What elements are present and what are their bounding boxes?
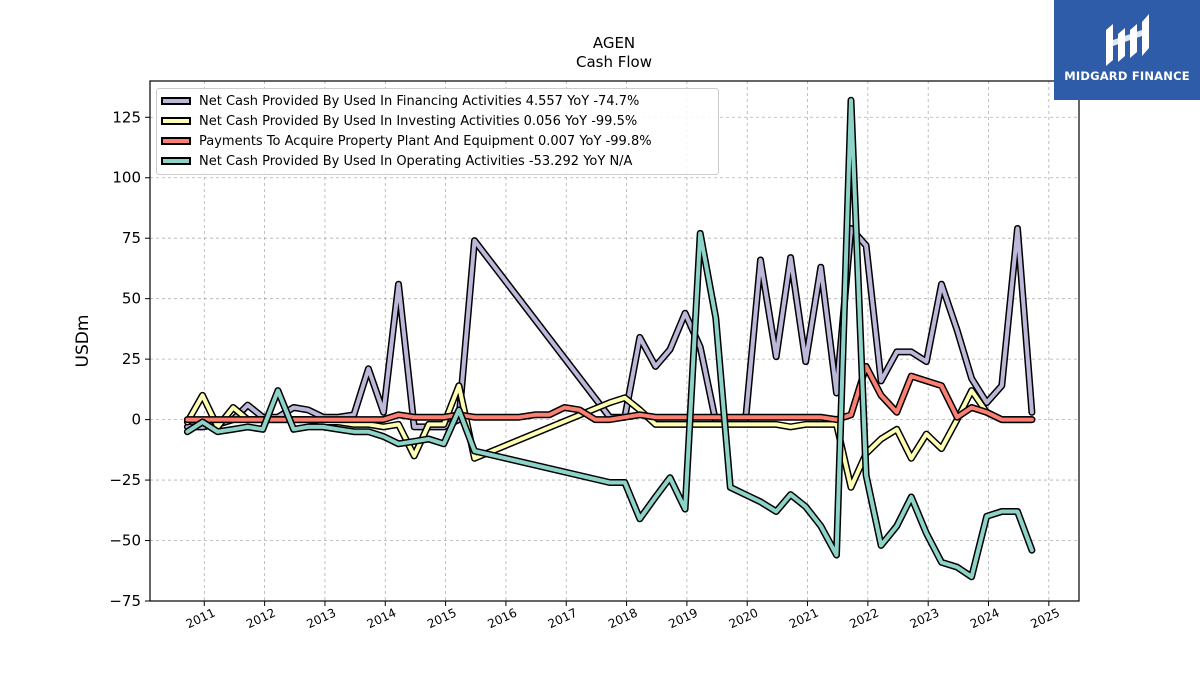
y-axis-label: USDm <box>73 315 93 368</box>
x-tick-label: 2014 <box>365 606 399 632</box>
legend-item-operating: Net Cash Provided By Used In Operating A… <box>161 151 632 171</box>
plot-frame <box>149 80 1080 602</box>
x-tick-label: 2016 <box>485 606 519 632</box>
y-tick-label: 0 <box>131 411 141 429</box>
y-tick-label: −50 <box>109 532 141 550</box>
x-tick-label: 2013 <box>304 606 338 632</box>
y-tick-label: −75 <box>109 592 141 610</box>
x-tick-label: 2020 <box>727 606 761 632</box>
chart-subtitle: Cash Flow <box>576 53 652 71</box>
x-tick-label: 2021 <box>787 606 821 632</box>
y-tick-label: 75 <box>122 229 141 247</box>
logo-mark-icon <box>1106 14 1149 66</box>
series-line-financing <box>185 226 1034 429</box>
series-line-operating <box>185 98 1034 579</box>
series-line-investing <box>185 383 1034 490</box>
chart-title: AGEN <box>593 34 635 52</box>
legend-label-capex: Payments To Acquire Property Plant And E… <box>199 133 652 149</box>
y-tick-label: −25 <box>109 471 141 489</box>
legend-swatch-capex <box>161 137 191 145</box>
legend-label-investing: Net Cash Provided By Used In Investing A… <box>199 113 638 129</box>
x-tick-label: 2024 <box>968 606 1002 632</box>
y-tick-label: 25 <box>122 350 141 368</box>
x-tick-label: 2019 <box>666 606 700 632</box>
x-tick-label: 2011 <box>184 606 218 632</box>
brand-logo: MIDGARD FINANCE <box>1054 0 1200 100</box>
x-tick-label: 2018 <box>606 606 640 632</box>
y-axis: −75 −50 −25 0 25 50 75 100 125 <box>109 108 150 610</box>
x-tick-label: 2017 <box>546 606 580 632</box>
x-tick-label: 2012 <box>244 606 278 632</box>
x-tick-label: 2023 <box>908 606 942 632</box>
legend-label-financing: Net Cash Provided By Used In Financing A… <box>199 93 640 109</box>
series-layer <box>183 96 1036 581</box>
legend-swatch-financing <box>161 97 191 105</box>
legend-item-capex: Payments To Acquire Property Plant And E… <box>161 131 652 151</box>
x-axis: 2011 2012 2013 2014 2015 2016 2017 2018 2019 2020… <box>184 601 1062 631</box>
y-tick-label: 100 <box>112 169 141 187</box>
logo-text: MIDGARD FINANCE <box>1064 69 1190 83</box>
legend-swatch-investing <box>161 117 191 125</box>
y-tick-label: 125 <box>112 108 141 126</box>
y-tick-label: 50 <box>122 290 141 308</box>
series-line-capex <box>185 364 1034 422</box>
legend-swatch-operating <box>161 157 191 165</box>
x-tick-label: 2022 <box>847 606 881 632</box>
legend-item-investing: Net Cash Provided By Used In Investing A… <box>161 111 637 131</box>
x-tick-label: 2025 <box>1028 606 1062 632</box>
legend-label-operating: Net Cash Provided By Used In Operating A… <box>199 153 633 169</box>
x-tick-label: 2015 <box>425 606 459 632</box>
legend: Net Cash Provided By Used In Financing A… <box>156 88 719 175</box>
legend-item-financing: Net Cash Provided By Used In Financing A… <box>161 91 639 111</box>
